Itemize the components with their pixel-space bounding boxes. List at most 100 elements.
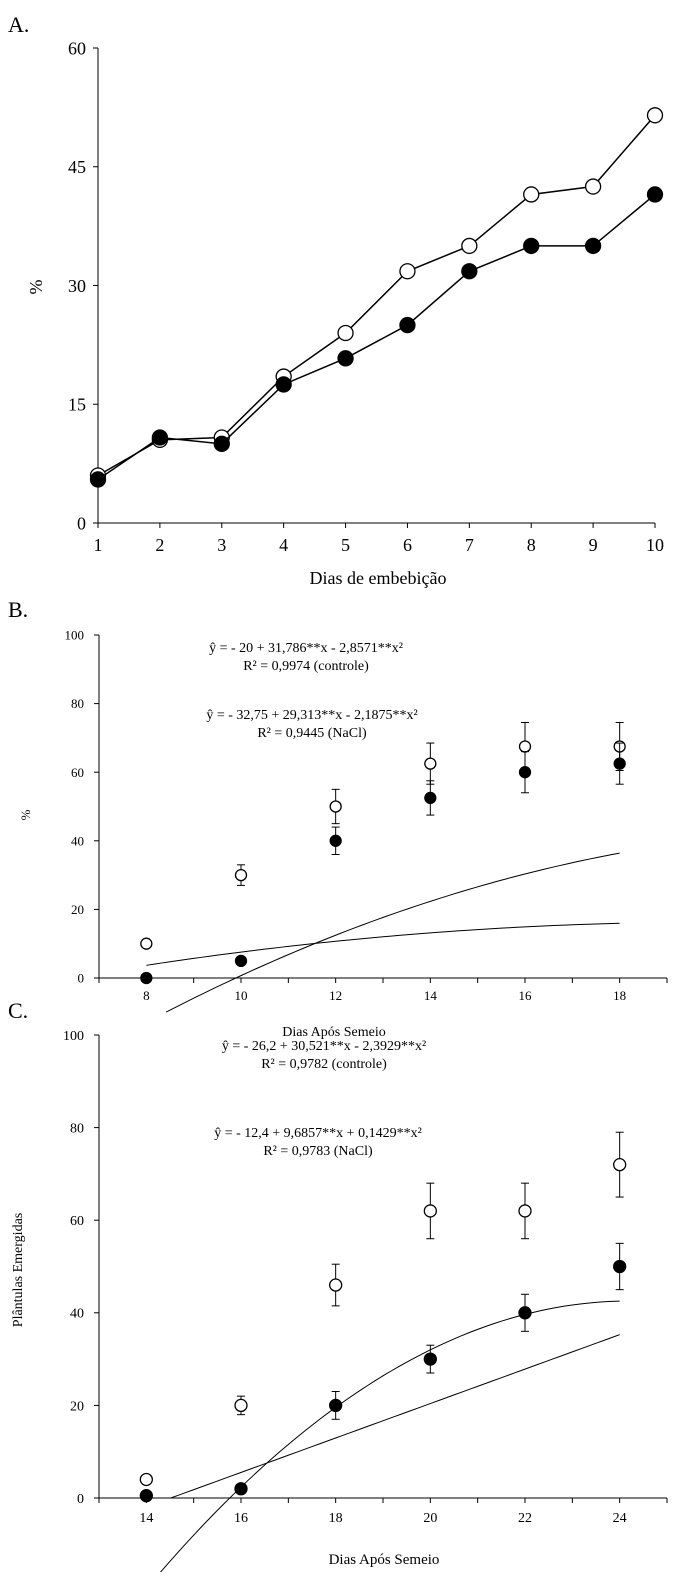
- panel-b-r2-control: R² = 0,9974 (controle): [243, 659, 369, 674]
- panel-b-fit-curve-filled: [165, 852, 620, 1013]
- panel-b-x-tick-label: 10: [235, 988, 248, 1003]
- panel-a-point-filled: [213, 435, 230, 452]
- panel-a-y-tick-label: 60: [68, 38, 86, 58]
- panel-c-y-tick-label: 20: [70, 1399, 84, 1414]
- panel-a-y-tick-label: 15: [68, 395, 86, 415]
- panel-a-point-open: [399, 263, 416, 280]
- panel-c-point-open: [139, 1472, 153, 1487]
- panel-c-point-filled: [139, 1489, 153, 1503]
- panel-b-x-tick-label: 14: [424, 988, 438, 1003]
- panel-c-point-filled: [518, 1306, 532, 1320]
- panel-c-y-tick-label: 100: [63, 1029, 84, 1044]
- panel-c-x-tick-label: 20: [423, 1511, 437, 1526]
- panel-a-x-axis-label: Dias de embebição: [310, 568, 447, 588]
- panel-b-plot-area: 0 20 40 60 80 100 8 10 12 14 16 18: [65, 628, 668, 1013]
- panel-b-x-tick-label: 8: [143, 988, 150, 1003]
- panel-c-y-tick-label: 40: [70, 1307, 84, 1322]
- panel-a-y-axis-label: %: [26, 280, 46, 295]
- panel-b-equation-control: ŷ = - 20 + 31,786**x - 2,8571**x²: [209, 641, 403, 656]
- panel-b-point-filled: [613, 757, 626, 770]
- panel-c-r2-control: R² = 0,9782 (controle): [261, 1057, 387, 1072]
- panel-a-series-line-filled: [97, 193, 656, 481]
- panel-c-y-axis-label: Plântulas Emergidas: [11, 1213, 26, 1327]
- panel-c-x-axis-label: Dias Após Semeio: [329, 1552, 440, 1568]
- panel-a-x-tick-label: 3: [217, 535, 226, 555]
- panel-b-point-filled: [140, 971, 153, 985]
- panel-b-y-tick-label: 20: [71, 902, 84, 917]
- panel-a-x-tick-label: 4: [279, 535, 288, 555]
- panel-a-y-tick-label: 45: [68, 157, 86, 177]
- panel-a-y-tick-label: 30: [68, 276, 86, 296]
- panel-a-y-tick-label: 0: [77, 513, 86, 533]
- panel-c-y-tick-label: 0: [77, 1492, 84, 1507]
- panel-c-y-tick-label: 80: [70, 1122, 84, 1137]
- panel-c-y-tick-label: 60: [70, 1214, 84, 1229]
- panel-b-fit-curve-open: [146, 922, 620, 966]
- panel-c-fit-curve-open: [155, 1300, 620, 1577]
- panel-c-plot-area: 0 20 40 60 80 100 14 16 18 20 22 24: [63, 1029, 668, 1577]
- panel-a-point-filled: [584, 237, 602, 255]
- panel-c-label: C.: [8, 998, 28, 1023]
- panel-c-point-filled: [613, 1259, 627, 1274]
- panel-a-point-open: [461, 237, 478, 255]
- panel-b-y-tick-label: 80: [71, 696, 84, 711]
- panel-a-x-tick-label: 5: [341, 535, 350, 555]
- panel-c-fit-curve-filled: [169, 1334, 620, 1499]
- panel-b-equation-nacl: ŷ = - 32,75 + 29,313**x - 2,1875**x²: [206, 708, 417, 723]
- panel-a-x-tick-label: 1: [94, 535, 103, 555]
- panel-a-x-tick-label: 9: [589, 535, 598, 555]
- panel-a-point-filled: [337, 350, 354, 367]
- panel-c: C. Plântulas Emergidas Dias Após Semeio …: [8, 998, 668, 1577]
- panel-a-point-filled: [523, 237, 540, 255]
- panel-a-x-tick-label: 7: [465, 535, 474, 555]
- panel-b-x-axis-label: Dias Após Semeio: [282, 1025, 385, 1040]
- panel-a-label: A.: [8, 12, 29, 37]
- panel-b-y-tick-label: 40: [71, 833, 84, 848]
- panel-c-r2-nacl: R² = 0,9783 (NaCl): [263, 1144, 373, 1159]
- panel-a-series-line-open: [97, 114, 656, 477]
- panel-c-point-filled: [329, 1398, 343, 1413]
- panel-c-point-open: [423, 1204, 437, 1218]
- panel-b-x-tick-label: 16: [519, 988, 533, 1003]
- panel-c-point-open: [518, 1204, 532, 1218]
- panel-b-point-filled: [329, 834, 342, 847]
- panel-b-point-open: [518, 740, 532, 753]
- panel-c-point-open: [613, 1157, 627, 1172]
- panel-b-point-filled: [518, 766, 532, 779]
- panel-a-point-filled: [399, 316, 416, 334]
- panel-c-x-tick-label: 22: [518, 1511, 532, 1526]
- panel-a-point-filled: [275, 376, 292, 393]
- panel-a-point-open: [523, 186, 540, 203]
- panel-b-r2-nacl: R² = 0,9445 (NaCl): [257, 726, 367, 741]
- panel-c-x-tick-label: 14: [139, 1511, 153, 1526]
- panel-c-point-filled: [423, 1352, 437, 1366]
- panel-a-x-tick-label: 2: [155, 535, 164, 555]
- panel-b-y-axis-label: %: [18, 809, 33, 820]
- panel-c-equation-nacl: ŷ = - 12,4 + 9,6857**x + 0,1429**x²: [214, 1126, 422, 1141]
- panel-b-x-tick-label: 18: [613, 988, 626, 1003]
- panel-b-point-open: [140, 937, 153, 950]
- panel-b: B. % Dias Após Semeio ŷ = - 20 + 31,786*…: [8, 597, 668, 1040]
- panel-b-label: B.: [8, 597, 28, 622]
- panel-b-point-open: [424, 757, 437, 770]
- panel-a-point-open: [584, 178, 602, 195]
- panel-b-point-open: [234, 868, 248, 882]
- panel-c-x-tick-label: 16: [234, 1511, 248, 1526]
- panel-a-point-filled: [89, 471, 107, 488]
- panel-a-x-tick-label: 8: [527, 535, 536, 555]
- panel-a-point-open: [646, 107, 664, 124]
- panel-c-equation-control: ŷ = - 26,2 + 30,521**x - 2,3929**x²: [222, 1039, 426, 1054]
- panel-a-point-filled: [646, 186, 664, 203]
- panel-b-x-tick-label: 12: [329, 988, 342, 1003]
- panel-a-point-filled: [151, 429, 169, 446]
- panel-b-point-open: [329, 800, 342, 813]
- panel-b-point-filled: [234, 954, 248, 967]
- panel-a-x-tick-label: 10: [646, 535, 664, 555]
- panel-b-y-tick-label: 0: [78, 971, 85, 986]
- panel-b-y-tick-label: 100: [65, 628, 85, 643]
- panel-b-point-filled: [424, 791, 437, 805]
